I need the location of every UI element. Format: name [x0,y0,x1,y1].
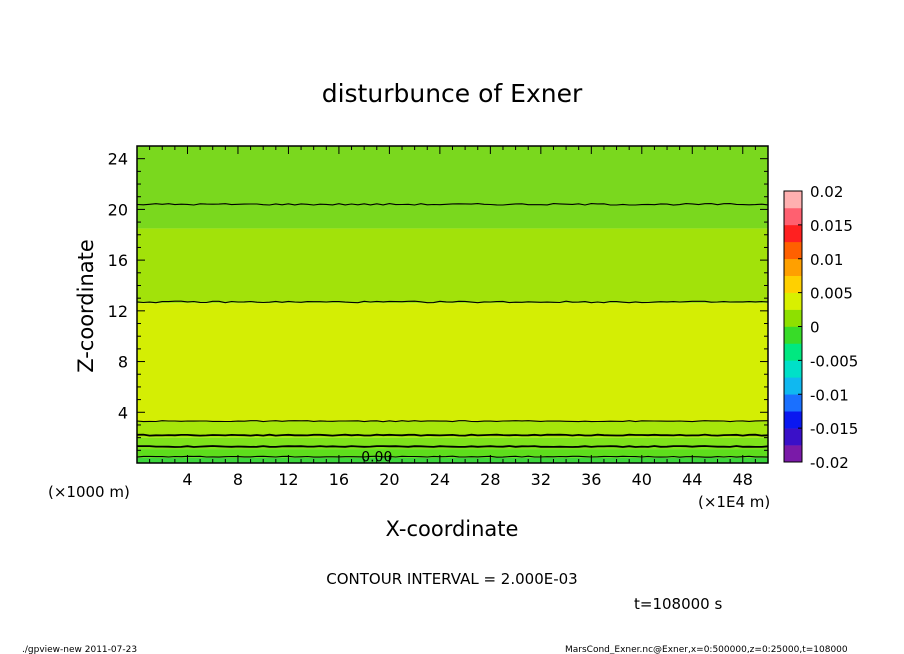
colorbar-swatch [784,428,802,446]
colorbar-swatch [784,292,802,310]
contour-line-1 [137,445,769,448]
x-tick-label: 16 [329,470,349,489]
contour-line-3 [136,420,769,423]
colorbar-label: -0.02 [810,454,849,472]
x-tick-label: 44 [682,470,702,489]
colorbar-label: -0.01 [810,386,849,404]
footer-right: MarsCond_Exner.nc@Exner,x=0:500000,z=0:2… [565,645,848,654]
colorbar-label: 0.015 [810,217,853,235]
x-tick-label: 32 [531,470,551,489]
x-tick-label: 20 [379,470,399,489]
colorbar-swatch [784,394,802,412]
y-tick-label: 20 [108,200,128,219]
x-axis-label: X-coordinate [386,517,519,541]
colorbar-swatch [784,275,802,293]
colorbar-swatch [784,326,802,344]
contour-label: 0.00 [361,450,392,466]
band-4 [137,303,768,422]
y-tick-label: 12 [108,302,128,321]
colorbar-label: -0.005 [810,352,858,370]
colorbar-swatch [784,445,802,463]
footer-left: ./gpview-new 2011-07-23 [22,645,137,654]
colorbar-label: 0.01 [810,251,843,269]
contour-line-2 [136,433,769,437]
colorbar-swatch [784,241,802,260]
colorbar-swatch [784,224,802,243]
band-1 [137,449,768,458]
x-tick-label: 48 [733,470,753,489]
contour-interval-text: CONTOUR INTERVAL = 2.000E-03 [326,570,577,588]
x-unit-right: (×1E4 m) [698,493,770,511]
colorbar-swatch [784,191,802,209]
x-tick-label: 36 [581,470,601,489]
x-tick-label: 4 [182,470,192,489]
x-tick-label: 24 [430,470,450,489]
colorbar-label: 0.005 [810,285,853,303]
band-6 [137,146,768,229]
y-tick-label: 24 [108,150,128,169]
x-unit-left: (×1000 m) [48,483,130,501]
plot-area [137,146,768,463]
colorbar-swatch [784,360,802,378]
y-tick-label: 16 [108,251,128,270]
band-2 [137,437,768,450]
contour-line-5 [136,203,769,206]
colorbar-label: 0.02 [810,183,843,201]
band-5 [137,228,768,304]
contour-lines: 0.00 [136,203,769,466]
colorbar-swatch [784,258,802,276]
colorbar-swatch [784,207,802,226]
colorbar-label: -0.015 [810,420,858,438]
x-tick-label: 40 [632,470,652,489]
x-tick-label: 28 [480,470,500,489]
colorbar-swatch [784,309,802,327]
contour-line-4 [136,300,769,304]
x-tick-label: 12 [278,470,298,489]
colorbar-swatch [784,343,802,361]
chart-title: disturbunce of Exner [322,79,583,108]
band-3 [137,421,768,438]
colorbar-swatch [784,377,802,395]
colorbar: 0.02 0.015 0.01 0.005 0 -0.005 -0.01 -0.015 -0.0… [783,183,858,472]
y-tick-label: 4 [118,403,128,422]
colorbar-label: 0 [810,319,820,337]
contour-line-0 [136,455,769,458]
y-tick-label: 8 [118,353,128,372]
y-axis-label: Z-coordinate [74,239,98,373]
time-text: t=108000 s [634,595,722,613]
colorbar-swatch [784,411,802,429]
x-tick-label: 8 [233,470,243,489]
